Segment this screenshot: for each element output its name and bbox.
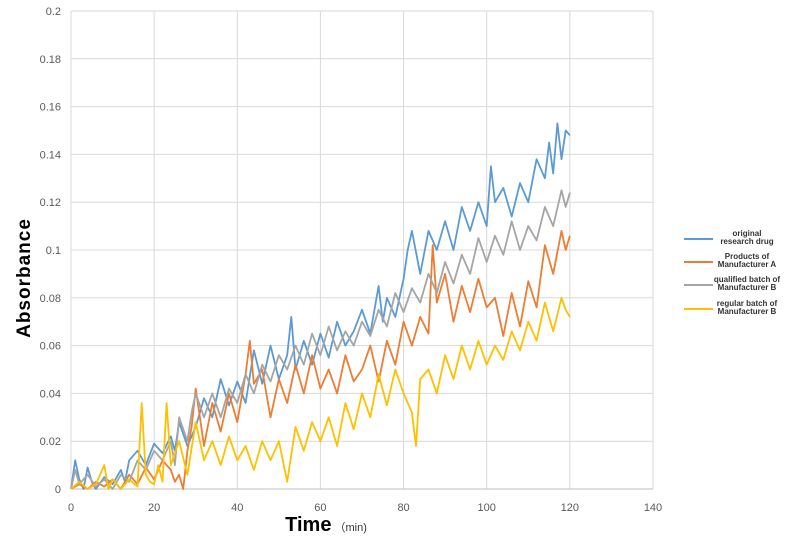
x-tick-label: 20 (148, 502, 160, 514)
x-tick-label: 140 (644, 502, 662, 514)
legend-label-line2: Manufacturer A (718, 260, 777, 269)
y-tick-label: 0.02 (40, 436, 61, 448)
x-axis-label: Time (285, 514, 331, 536)
legend-label-line1: original (733, 229, 762, 238)
y-tick-label: 0.06 (40, 341, 61, 353)
y-tick-label: 0.2 (46, 6, 61, 18)
x-tick-label: 80 (397, 502, 409, 514)
y-axis-label: Absorbance (14, 218, 35, 338)
y-tick-label: 0.18 (40, 54, 61, 66)
grid (70, 10, 654, 490)
series-line-1 (70, 122, 571, 490)
x-tick-label: 40 (231, 502, 243, 514)
legend-label-line1: qualified batch of (714, 275, 781, 284)
y-tick-label: 0.04 (40, 388, 61, 400)
y-tick-label: 0.12 (40, 197, 61, 209)
legend-label-line2: Manufacturer B (718, 307, 777, 316)
x-tick-label: 100 (478, 502, 496, 514)
legend-label-line2: research drug (720, 237, 773, 246)
y-tick-label: 0.08 (40, 293, 61, 305)
y-tick-label: 0.14 (40, 149, 61, 161)
series-line-4 (70, 296, 571, 490)
x-tick-label: 120 (561, 502, 579, 514)
legend-label-line2: Manufacturer B (718, 283, 777, 292)
y-axis-ticks: 0 0.02 0.04 0.06 0.08 0.1 0.12 0.14 0.16 0.18 0.2 (40, 6, 61, 496)
series-lines (70, 122, 571, 490)
legend-label-line1: regular batch of (717, 299, 778, 308)
x-axis-unit: （min) (334, 521, 366, 534)
y-tick-label: 0 (55, 484, 61, 496)
x-axis-ticks: 0 20 40 60 80 100 120 140 (68, 502, 662, 514)
x-tick-label: 0 (68, 502, 74, 514)
legend-label-line1: Products of (725, 252, 770, 261)
x-axis-title: Time （min) (285, 514, 367, 536)
x-tick-label: 60 (314, 502, 326, 514)
y-tick-label: 0.1 (46, 245, 61, 257)
series-line-3 (70, 189, 571, 490)
y-tick-label: 0.16 (40, 102, 61, 114)
